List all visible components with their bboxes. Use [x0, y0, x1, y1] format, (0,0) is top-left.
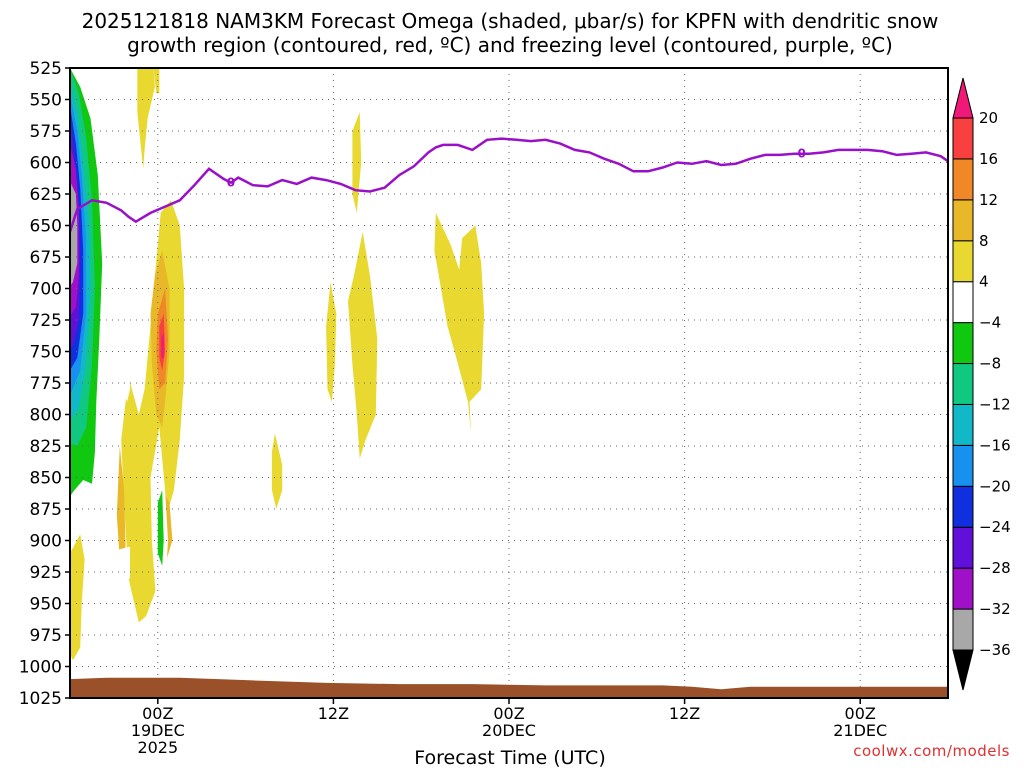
colorbar-box-7 [952, 322, 974, 365]
y-tick-label-700: 700 [30, 280, 62, 300]
y-tick-label-725: 725 [30, 311, 62, 331]
ground-surface [70, 677, 948, 698]
ground-fill [70, 677, 948, 698]
colorbar-label-9: 4 [979, 273, 989, 291]
x-tick-label-2-0: 00Z [493, 704, 524, 723]
colorbar-box-11 [952, 158, 974, 201]
colorbar-box-6 [952, 363, 974, 405]
colorbar-label-7: −8 [979, 355, 1001, 373]
omega-region-25 [157, 490, 164, 566]
omega-region-18 [116, 446, 126, 560]
y-tick-label-600: 600 [30, 154, 62, 174]
y-tick-label-625: 625 [30, 185, 62, 205]
y-tick-label-750: 750 [30, 343, 62, 363]
colorbar-label-0: −36 [979, 641, 1011, 659]
y-tick-label-575: 575 [30, 122, 62, 142]
omega-region-22 [161, 332, 164, 358]
x-tick-label-0-2: 2025 [137, 738, 178, 757]
colorbar-box-0 [952, 608, 974, 651]
freezing-level-line [70, 137, 948, 233]
omega-region-7 [70, 181, 78, 286]
omega-region-13 [326, 282, 337, 402]
y-axis-ticks: 525 550 575 600 625 650 675 700 725 750 775 800 825 8… [19, 59, 70, 709]
y-tick-label-900: 900 [30, 532, 62, 552]
omega-region-12 [271, 433, 283, 509]
y-tick-label-550: 550 [30, 91, 62, 111]
y-tick-label-675: 675 [30, 248, 62, 268]
y-tick-label-975: 975 [30, 626, 62, 646]
colorbar-label-11: 12 [979, 191, 998, 209]
colorbar-box-2 [952, 526, 974, 569]
omega-region-16 [434, 212, 485, 434]
colorbar-arrow-low [952, 649, 974, 691]
colorbar-box-4 [952, 444, 974, 487]
freezing-level-contour: 00 [70, 137, 948, 233]
x-axis-label: Forecast Time (UTC) [414, 747, 605, 768]
plot-area: 00 [69, 67, 949, 699]
x-tick-label-2-1: 20DEC [482, 721, 536, 740]
colorbar-box-3 [952, 485, 974, 528]
colorbar-label-5: −16 [979, 436, 1011, 454]
x-tick-label-4-0: 00Z [845, 704, 876, 723]
y-tick-label-925: 925 [30, 563, 62, 583]
chart-title-line2: growth region (contoured, red, ºC) and f… [127, 33, 893, 57]
y-tick-label-800: 800 [30, 406, 62, 426]
colorbar-label-8: −4 [979, 314, 1001, 332]
colorbar-label-10: 8 [979, 232, 989, 250]
colorbar-label-12: 16 [979, 150, 998, 168]
colorbar: −36 −32 −28 −24 −20 −16 −12 −8 −4 4 8 12 16 20 [952, 77, 1011, 691]
colorbar-box-9 [952, 240, 974, 283]
x-tick-label-3-0: 12Z [669, 704, 700, 723]
y-tick-label-775: 775 [30, 374, 62, 394]
colorbar-label-6: −12 [979, 395, 1011, 413]
colorbar-label-3: −24 [979, 518, 1011, 536]
colorbar-box-5 [952, 403, 974, 446]
colorbar-label-4: −20 [979, 477, 1011, 495]
x-tick-label-0-1: 19DEC [131, 721, 185, 740]
omega-region-15 [348, 231, 378, 459]
colorbar-label-1: −32 [979, 600, 1011, 618]
colorbar-box-1 [952, 567, 974, 610]
y-tick-label-1000: 1000 [19, 658, 62, 678]
x-tick-label-0-0: 00Z [142, 704, 173, 723]
colorbar-box-10 [952, 199, 974, 242]
y-tick-label-1025: 1025 [19, 689, 62, 709]
x-tick-label-1-0: 12Z [318, 704, 349, 723]
omega-region-26 [113, 546, 130, 585]
x-tick-label-4-1: 21DEC [833, 721, 887, 740]
omega-region-8 [137, 68, 155, 169]
omega-region-14 [352, 112, 362, 213]
colorbar-arrow-high [952, 77, 974, 119]
grid-lines [70, 68, 948, 698]
y-tick-label-825: 825 [30, 437, 62, 457]
colorbar-box-12 [952, 117, 974, 160]
colorbar-box-8 [952, 281, 974, 324]
omega-region-23 [119, 294, 130, 402]
y-tick-label-950: 950 [30, 595, 62, 615]
y-tick-label-875: 875 [30, 500, 62, 520]
omega-region-11 [70, 534, 85, 661]
colorbar-label-13: 20 [979, 109, 998, 127]
y-tick-label-650: 650 [30, 217, 62, 237]
freezing-level-label-1: 0 [797, 147, 805, 161]
credit-text: coolwx.com/models [853, 742, 1010, 760]
freezing-level-label-0: 0 [227, 176, 235, 190]
y-tick-label-525: 525 [30, 59, 62, 79]
y-tick-label-850: 850 [30, 469, 62, 489]
colorbar-label-2: −28 [979, 559, 1011, 577]
omega-region-27 [197, 559, 283, 654]
chart-title-line1: 2025121818 NAM3KM Forecast Omega (shaded… [82, 9, 939, 33]
